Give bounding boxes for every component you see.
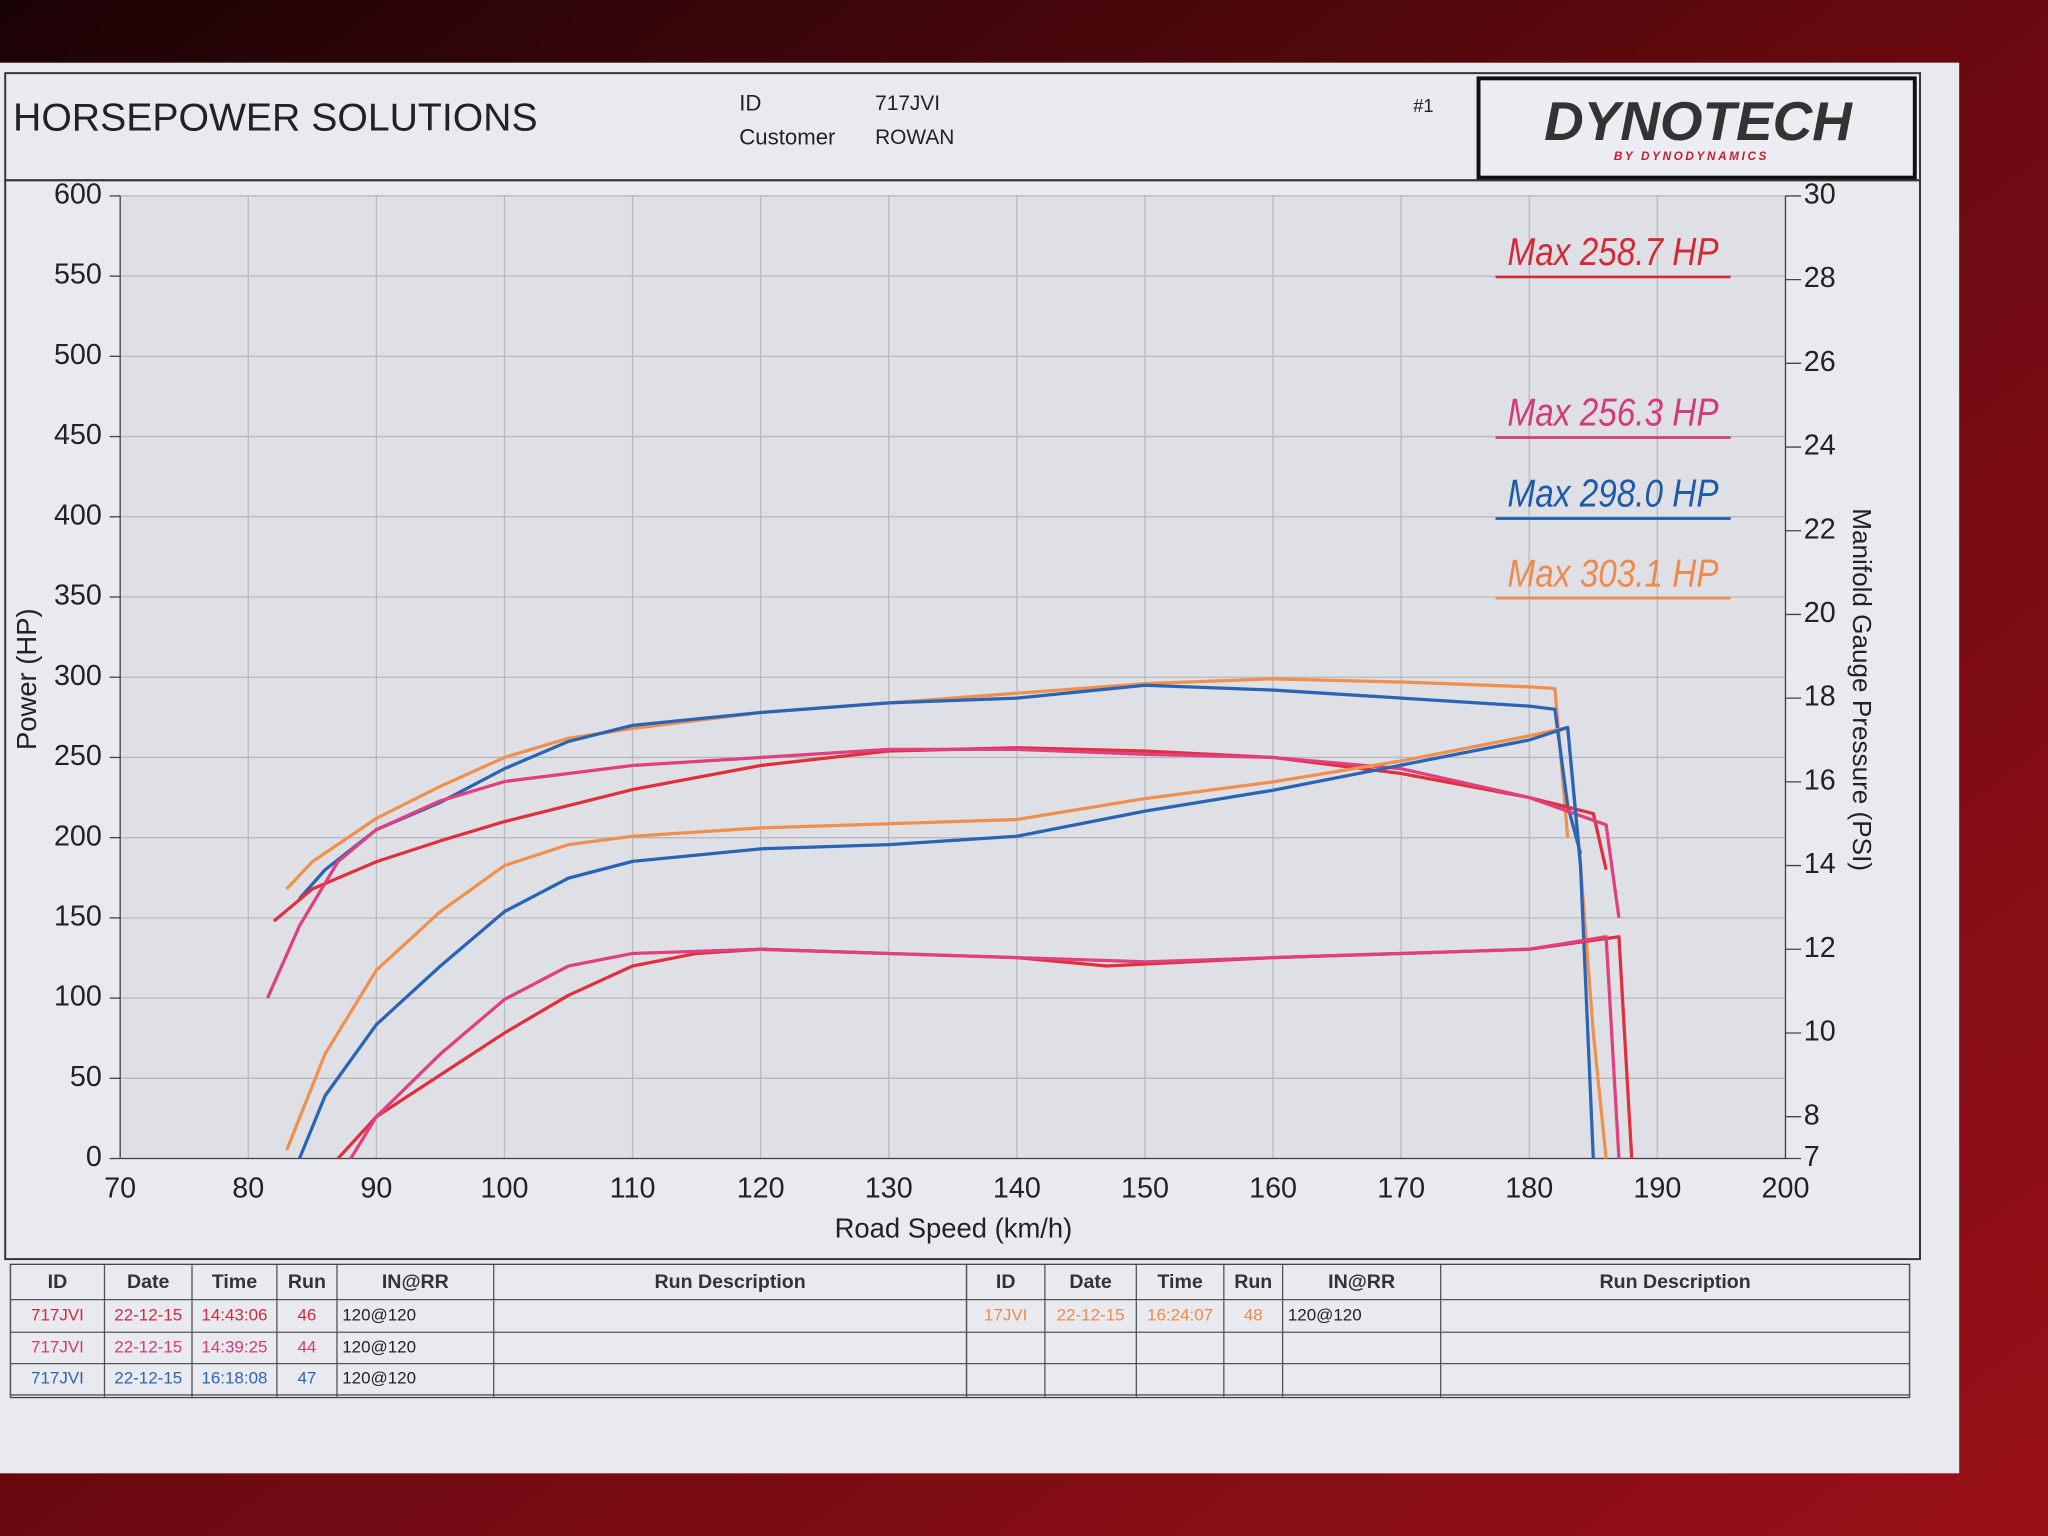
table-cell: 48	[1244, 1305, 1263, 1324]
column-header: Date	[1069, 1271, 1112, 1293]
column-header: Run	[288, 1271, 326, 1293]
y2-tick-label: 22	[1804, 513, 1836, 545]
column-header: Run Description	[655, 1271, 806, 1293]
company: HORSEPOWER SOLUTIONS	[13, 97, 538, 140]
y2-tick-label: 28	[1804, 262, 1836, 294]
x-tick-label: 190	[1633, 1172, 1681, 1204]
column-header: Run	[1234, 1271, 1272, 1293]
y-tick-label: 250	[54, 740, 102, 772]
table-cell: 717JVI	[31, 1369, 84, 1388]
table-cell: 16:18:08	[201, 1369, 267, 1388]
boost-line	[297, 725, 1595, 1160]
logo-box	[1476, 76, 1917, 180]
customer-label: Customer	[739, 124, 836, 149]
max-label: Max 256.3 HP	[1508, 390, 1720, 434]
x-tick-label: 80	[232, 1172, 264, 1204]
logo: DYNOTECH	[1544, 90, 1853, 152]
y-tick-label: 350	[54, 580, 102, 612]
table-cell: 22-12-15	[114, 1305, 182, 1324]
table-cell: 120@120	[342, 1369, 416, 1388]
x-tick-label: 110	[610, 1172, 656, 1204]
table-cell: 14:39:25	[201, 1337, 267, 1356]
y2-tick-label: 30	[1804, 179, 1836, 211]
table-cell: 46	[298, 1305, 317, 1324]
y-tick-label: 50	[70, 1061, 102, 1093]
table-cell: 120@120	[342, 1305, 416, 1324]
column-header: IN@RR	[1328, 1271, 1395, 1293]
x-tick-label: 140	[993, 1172, 1041, 1204]
table-cell: 47	[298, 1369, 317, 1388]
id-value: 717JVI	[875, 92, 940, 115]
y-axis-label: Power (HP)	[11, 608, 42, 750]
table-cell: 22-12-15	[1057, 1305, 1125, 1324]
x-tick-label: 90	[360, 1172, 392, 1204]
column-header: Date	[127, 1271, 170, 1293]
logo-sub: BY DYNODYNAMICS	[1614, 150, 1769, 163]
customer-value: ROWAN	[875, 126, 954, 149]
y2-tick-label: 14	[1804, 848, 1836, 880]
y-tick-label: 0	[86, 1141, 102, 1173]
y2-tick-label: 20	[1804, 597, 1836, 629]
column-header: Time	[1157, 1271, 1202, 1293]
y-tick-label: 600	[54, 179, 102, 211]
chart-box	[4, 179, 1921, 1261]
max-label: Max 303.1 HP	[1508, 551, 1720, 595]
y2-tick-label: 24	[1804, 430, 1836, 462]
sheet-number: #1	[1413, 95, 1433, 116]
y-tick-label: 200	[54, 820, 102, 852]
table-cell: 17JVI	[984, 1305, 1027, 1324]
y-tick-label: 100	[54, 981, 102, 1013]
table-cell: 120@120	[342, 1337, 416, 1356]
boost-line	[349, 935, 1621, 1160]
table-cell: 717JVI	[31, 1305, 84, 1324]
y2-tick-label: 12	[1804, 932, 1836, 964]
y-tick-label: 500	[54, 339, 102, 371]
y2-tick-label: 16	[1804, 764, 1836, 796]
max-label: Max 258.7 HP	[1508, 229, 1720, 273]
table-cell: 22-12-15	[114, 1369, 182, 1388]
y2-tick-label: 7	[1804, 1141, 1820, 1173]
table-cell: 717JVI	[31, 1337, 84, 1356]
y2-tick-label: 10	[1804, 1016, 1836, 1048]
y-tick-label: 150	[54, 900, 102, 932]
x-tick-label: 150	[1121, 1172, 1169, 1204]
x-tick-label: 200	[1762, 1172, 1810, 1204]
y-tick-label: 550	[54, 259, 102, 291]
y2-tick-label: 18	[1804, 681, 1836, 713]
y-tick-label: 300	[54, 660, 102, 692]
y2-tick-label: 8	[1804, 1099, 1820, 1131]
y2-axis-label: Manifold Gauge Pressure (PSI)	[1847, 508, 1877, 871]
y-tick-label: 400	[54, 499, 102, 531]
x-axis-label: Road Speed (km/h)	[835, 1213, 1073, 1244]
column-header: Time	[212, 1271, 257, 1293]
max-label: Max 298.0 HP	[1508, 471, 1720, 515]
column-header: Run Description	[1600, 1271, 1751, 1293]
y2-tick-label: 26	[1804, 346, 1836, 378]
x-tick-label: 70	[104, 1172, 136, 1204]
power-line	[265, 747, 1621, 999]
table-cell: 44	[298, 1337, 317, 1356]
table-cell: 16:24:07	[1147, 1305, 1213, 1324]
x-tick-label: 170	[1377, 1172, 1425, 1204]
column-header: ID	[996, 1271, 1016, 1293]
table-cell: 22-12-15	[114, 1337, 182, 1356]
x-tick-label: 180	[1505, 1172, 1553, 1204]
x-tick-label: 100	[481, 1172, 529, 1204]
x-tick-label: 130	[865, 1172, 913, 1204]
x-tick-label: 120	[737, 1172, 785, 1204]
table-cell: 120@120	[1288, 1305, 1362, 1324]
column-header: ID	[48, 1271, 68, 1293]
id-label: ID	[739, 90, 761, 115]
table-cell: 14:43:06	[201, 1305, 267, 1324]
column-header: IN@RR	[382, 1271, 449, 1293]
y-tick-label: 450	[54, 419, 102, 451]
x-tick-label: 160	[1249, 1172, 1297, 1204]
